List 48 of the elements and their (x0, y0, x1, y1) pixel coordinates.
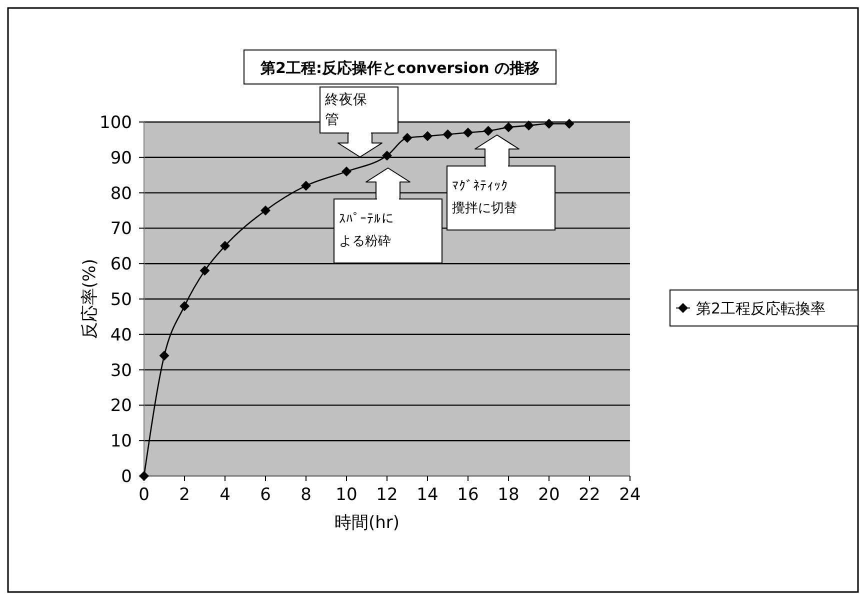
x-tick-label: 12 (376, 485, 398, 505)
point (159, 350, 170, 361)
point (200, 266, 210, 276)
x-tick-label: 22 (578, 485, 600, 505)
point (301, 180, 311, 191)
point (564, 118, 574, 129)
point (483, 126, 494, 136)
point (382, 150, 392, 161)
annotation: 終夜保管 (324, 92, 367, 128)
y-axis-title: 反応率(%) (80, 258, 100, 340)
y-tick-label: 0 (121, 466, 132, 487)
y-tick-label: 90 (110, 148, 132, 168)
point (402, 132, 412, 143)
x-tick-label: 0 (138, 485, 150, 505)
annotation: ｽﾊﾟｰﾃﾙによる粉砕 (339, 212, 394, 249)
legend-label: 第2工程反応転換率 (696, 299, 826, 318)
y-tick-label: 50 (110, 290, 132, 310)
y-tick-label: 100 (100, 112, 132, 133)
point (544, 118, 554, 129)
point (442, 129, 453, 140)
y-tick-label: 60 (110, 254, 132, 275)
x-tick-label: 18 (498, 485, 520, 505)
x-tick-label: 20 (538, 485, 560, 505)
x-tick-label: 14 (416, 485, 438, 505)
point (220, 240, 230, 251)
x-axis-title: 時間(hr) (334, 513, 400, 533)
point (504, 122, 514, 132)
x-tick-label: 10 (336, 485, 358, 505)
annotation: ﾏｸﾞﾈﾃｨｯｸ攪拌に切替 (452, 179, 517, 216)
x-tick-label: 16 (457, 485, 479, 505)
y-tick-label: 20 (110, 396, 132, 416)
point (260, 206, 270, 216)
x-tick-label: 6 (260, 485, 271, 505)
point (422, 131, 432, 142)
chart-title: 第2工程:反応操作とconversion の推移 (260, 59, 540, 77)
x-tick-label: 2 (179, 485, 190, 505)
x-tick-label: 24 (619, 485, 641, 505)
y-tick-label: 80 (110, 184, 132, 204)
y-tick-label: 10 (110, 432, 132, 452)
point (180, 301, 190, 312)
point (342, 166, 352, 177)
point (524, 120, 534, 131)
x-tick-label: 4 (220, 485, 230, 505)
x-tick-label: 8 (300, 485, 312, 505)
y-tick-label: 40 (110, 325, 132, 346)
y-tick-label: 30 (110, 360, 132, 381)
y-tick-label: 70 (110, 219, 132, 240)
point (463, 128, 473, 138)
